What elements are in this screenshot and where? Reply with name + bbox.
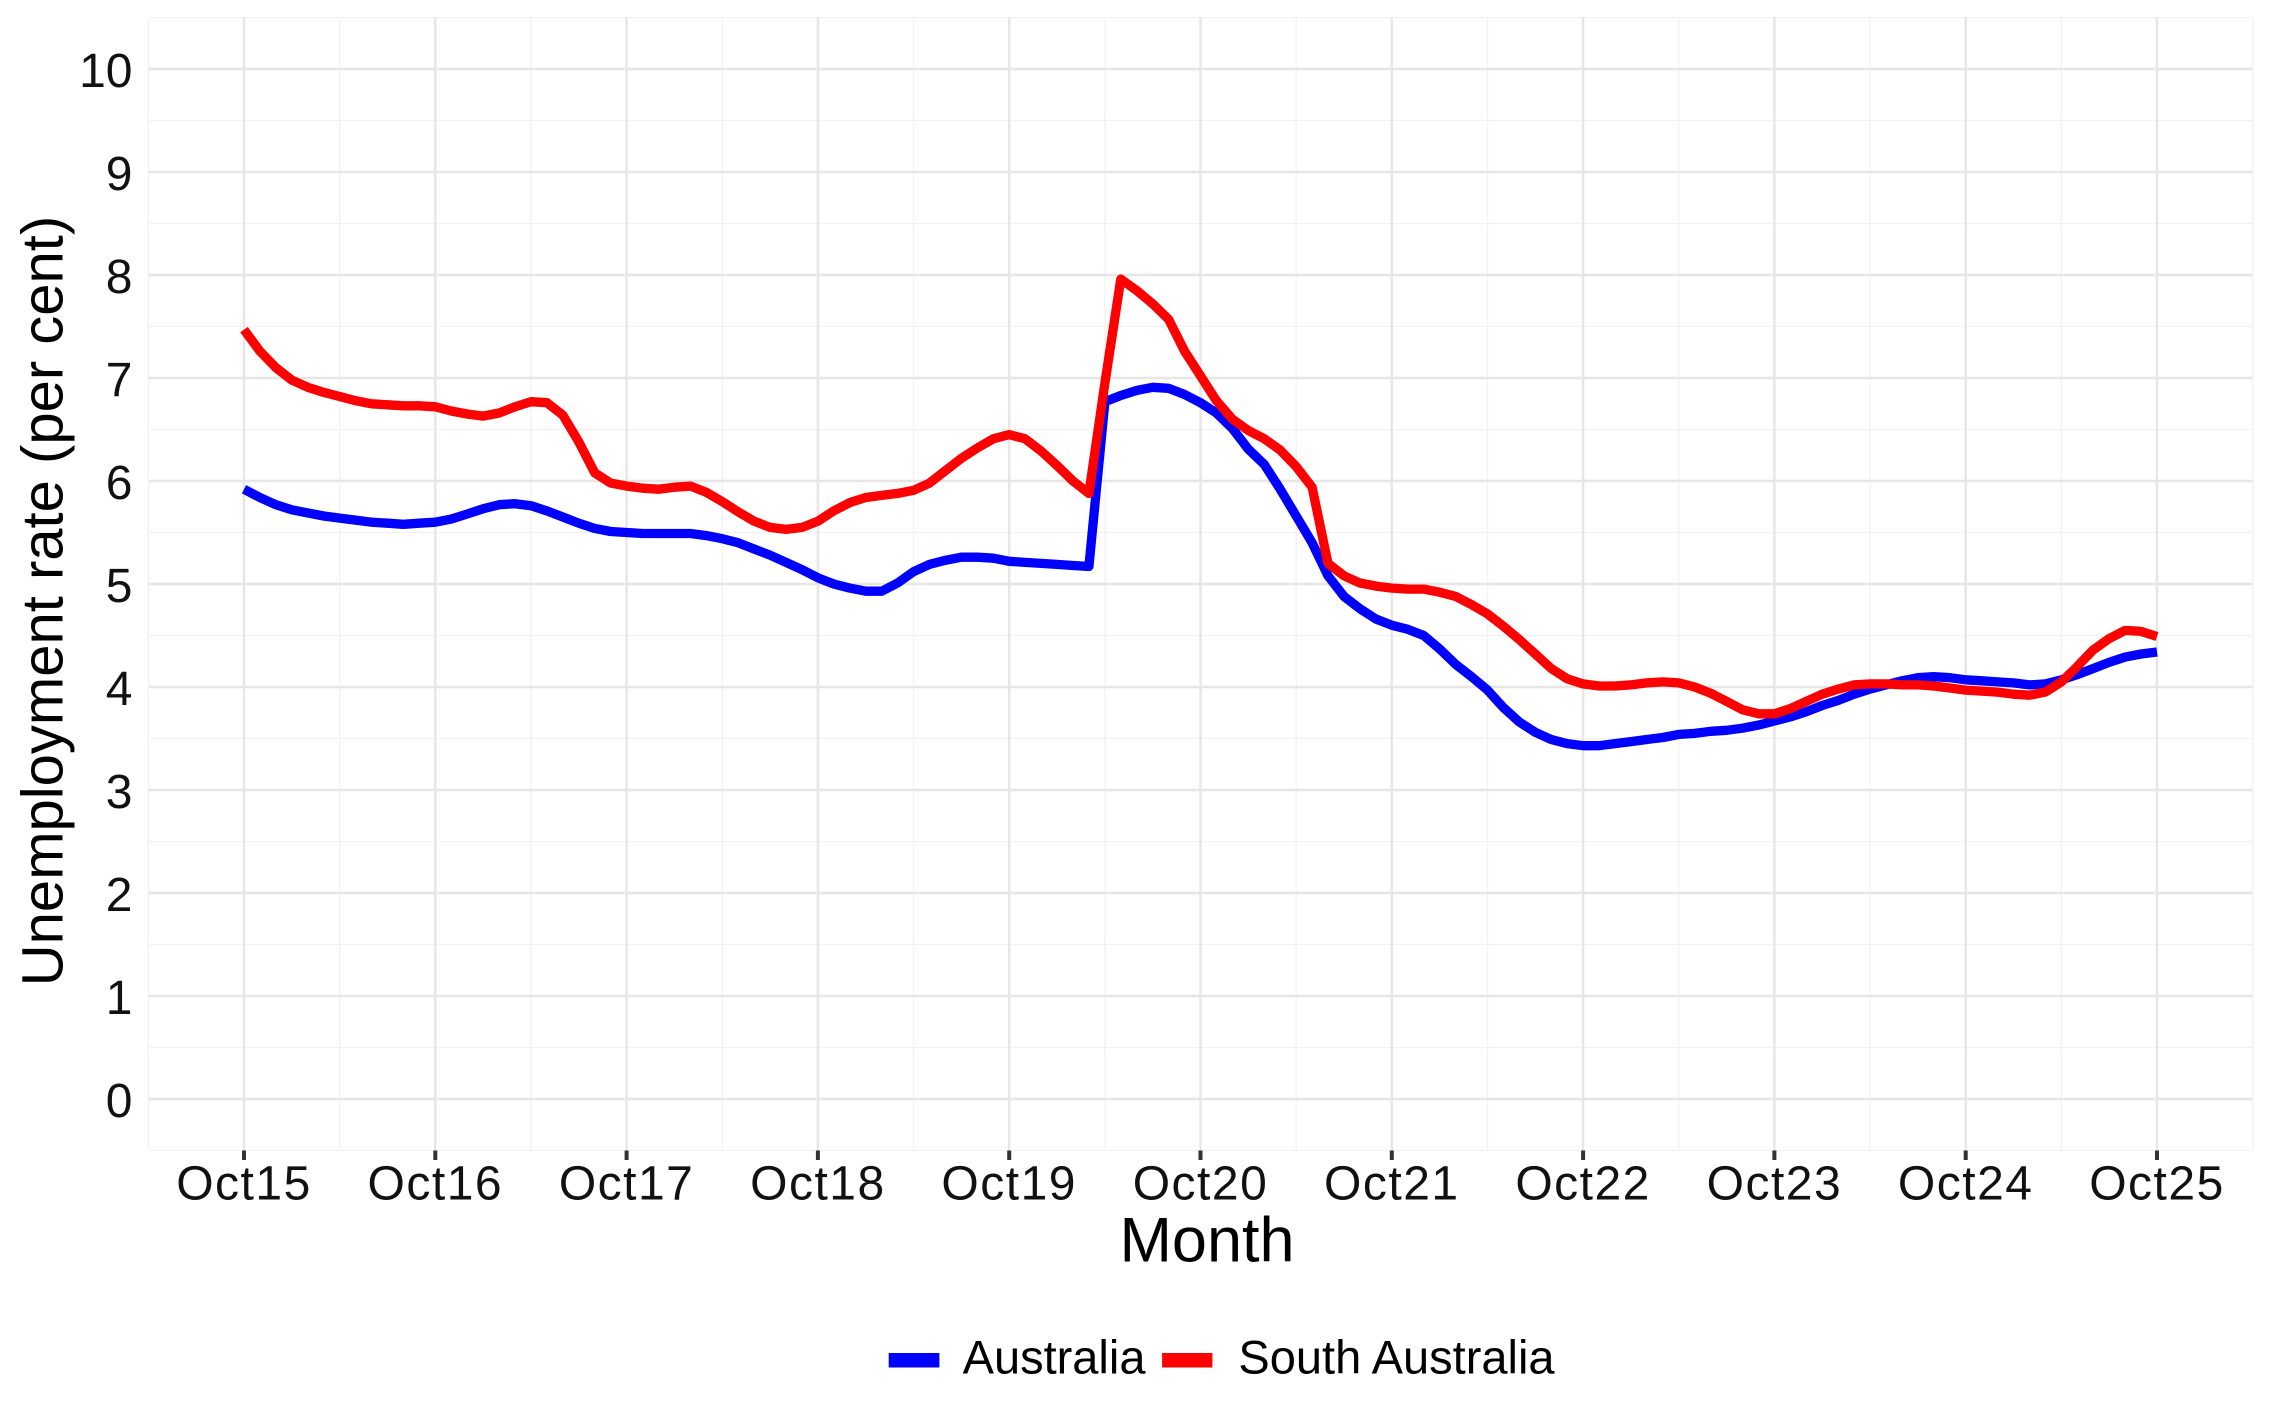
svg-text:Oct24: Oct24 — [1898, 1158, 2034, 1211]
svg-text:1: 1 — [106, 972, 133, 1025]
svg-text:Australia: Australia — [963, 1331, 1147, 1384]
svg-text:Oct23: Oct23 — [1707, 1158, 1843, 1211]
svg-text:2: 2 — [106, 869, 133, 922]
svg-text:Month: Month — [1119, 1206, 1294, 1276]
svg-text:Oct22: Oct22 — [1515, 1158, 1651, 1211]
svg-text:6: 6 — [106, 457, 133, 510]
svg-text:Oct20: Oct20 — [1133, 1158, 1269, 1211]
svg-text:Oct18: Oct18 — [750, 1158, 886, 1211]
svg-text:Oct21: Oct21 — [1324, 1158, 1460, 1211]
svg-text:5: 5 — [106, 560, 133, 613]
svg-text:7: 7 — [106, 354, 133, 407]
svg-text:Oct16: Oct16 — [368, 1158, 504, 1211]
svg-text:8: 8 — [106, 251, 133, 304]
svg-text:Oct17: Oct17 — [559, 1158, 695, 1211]
svg-text:Oct15: Oct15 — [176, 1158, 312, 1211]
svg-text:0: 0 — [106, 1075, 133, 1128]
svg-text:3: 3 — [106, 766, 133, 819]
svg-text:South Australia: South Australia — [1238, 1331, 1555, 1384]
svg-text:Oct19: Oct19 — [941, 1158, 1077, 1211]
svg-text:4: 4 — [106, 663, 133, 716]
svg-text:Oct25: Oct25 — [2089, 1158, 2225, 1211]
svg-text:9: 9 — [106, 148, 133, 201]
svg-text:10: 10 — [79, 45, 132, 98]
svg-text:Unemployment rate (per cent): Unemployment rate (per cent) — [10, 216, 75, 986]
